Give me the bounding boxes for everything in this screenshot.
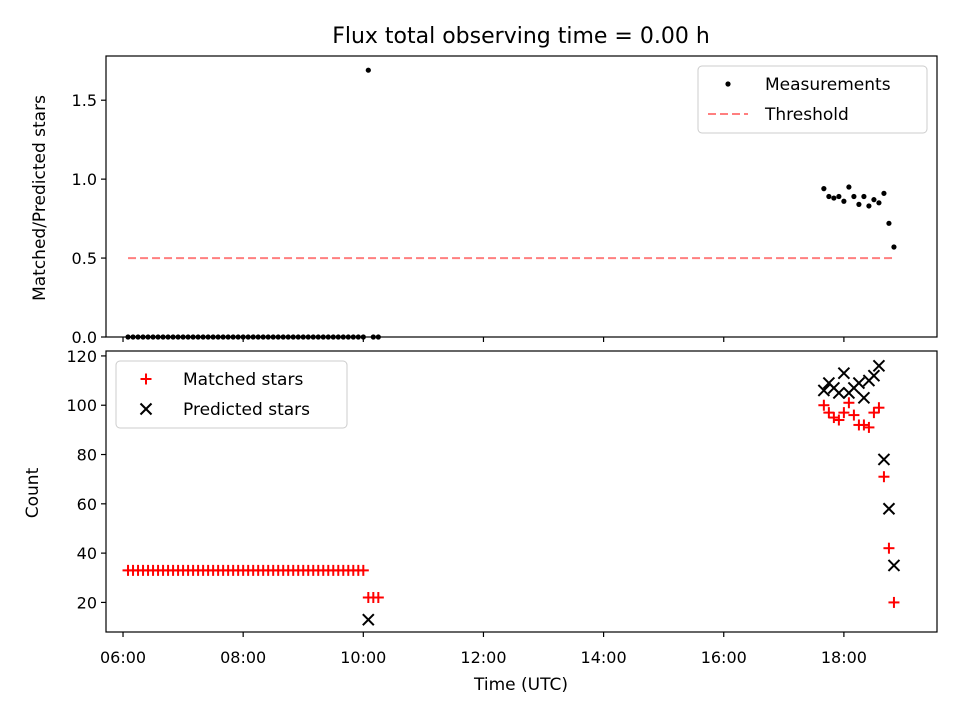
x-tick-label: 08:00 <box>220 648 266 667</box>
top-plot-area <box>125 67 897 340</box>
legend-label: Measurements <box>765 75 891 95</box>
x-tick-label: 12:00 <box>460 648 506 667</box>
data-point <box>891 244 897 250</box>
data-point <box>831 195 837 201</box>
y-tick-label: 40 <box>77 544 97 563</box>
bottom-y-axis-label: Count <box>23 467 43 518</box>
x-tick-label: 14:00 <box>581 648 627 667</box>
data-point <box>877 453 891 466</box>
x-tick-label: 10:00 <box>340 648 386 667</box>
data-point <box>873 402 885 414</box>
data-point <box>817 384 831 397</box>
data-point <box>867 369 881 382</box>
bottom-panel: 20 40 60 80 100 120 06:00 08:00 10:00 12:00 14:00 1… <box>66 347 938 667</box>
y-tick-label: 0.0 <box>72 328 97 347</box>
data-point <box>876 200 882 206</box>
data-point <box>872 359 886 372</box>
data-point <box>843 397 855 409</box>
data-point <box>883 542 895 554</box>
data-point <box>866 203 872 209</box>
y-tick-label: 1.5 <box>72 91 97 110</box>
data-point <box>833 414 845 426</box>
data-point <box>858 419 870 431</box>
legend-label: Predicted stars <box>183 400 310 420</box>
series-matched-stars <box>122 397 900 608</box>
data-point <box>828 412 840 424</box>
x-axis-label: Time (UTC) <box>473 675 568 695</box>
data-point <box>882 502 896 515</box>
legend-box <box>115 360 348 429</box>
top-panel: 0.0 0.5 1.0 1.5 Measurements Threshold <box>72 55 938 347</box>
data-point <box>140 373 152 385</box>
data-point <box>826 193 832 200</box>
data-point <box>357 564 369 576</box>
legend-label: Matched stars <box>183 370 303 390</box>
data-point <box>846 184 852 190</box>
y-tick-label: 100 <box>66 396 97 415</box>
data-point <box>871 197 877 203</box>
bottom-axes-frame <box>105 350 938 633</box>
bottom-legend: Matched stars Predicted stars <box>115 360 348 429</box>
data-point <box>856 201 862 207</box>
data-point <box>139 402 153 416</box>
data-point <box>818 399 830 411</box>
x-tick-label: 16:00 <box>701 648 747 667</box>
top-y-axis-label: Matched/Predicted stars <box>30 95 50 301</box>
data-point <box>881 190 887 196</box>
data-point <box>886 220 892 226</box>
data-point <box>888 596 900 608</box>
y-tick-label: 60 <box>77 495 97 514</box>
top-legend: Measurements Threshold <box>697 65 928 134</box>
data-point <box>372 591 384 603</box>
series-measurements <box>125 67 897 340</box>
data-point <box>851 193 857 200</box>
y-tick-label: 20 <box>77 593 97 612</box>
data-point <box>836 193 842 200</box>
data-point <box>365 67 371 73</box>
data-point <box>362 613 375 626</box>
data-point <box>841 198 847 204</box>
x-tick-label: 18:00 <box>821 648 867 667</box>
y-tick-label: 0.5 <box>72 249 97 268</box>
data-point <box>837 366 851 380</box>
y-tick-label: 80 <box>77 446 97 465</box>
data-point <box>725 81 731 87</box>
legend-label: Threshold <box>764 105 849 125</box>
bottom-plot-area <box>122 359 901 626</box>
data-point <box>861 193 867 200</box>
data-point <box>832 386 846 400</box>
data-point <box>863 421 875 433</box>
data-point <box>857 391 871 405</box>
legend-box <box>697 65 928 134</box>
y-tick-label: 1.0 <box>72 170 97 189</box>
data-point <box>838 407 850 419</box>
chart-title: Flux total observing time = 0.00 h <box>332 24 710 49</box>
data-point <box>821 186 827 192</box>
data-point <box>823 407 835 419</box>
data-point <box>878 471 890 483</box>
data-point <box>887 559 901 572</box>
top-axes-frame <box>105 55 938 338</box>
data-point <box>848 409 860 421</box>
x-tick-label: 06:00 <box>100 648 146 667</box>
y-tick-label: 120 <box>66 347 97 366</box>
series-predicted-stars <box>362 359 901 626</box>
data-point <box>852 376 866 390</box>
data-point <box>868 407 880 419</box>
